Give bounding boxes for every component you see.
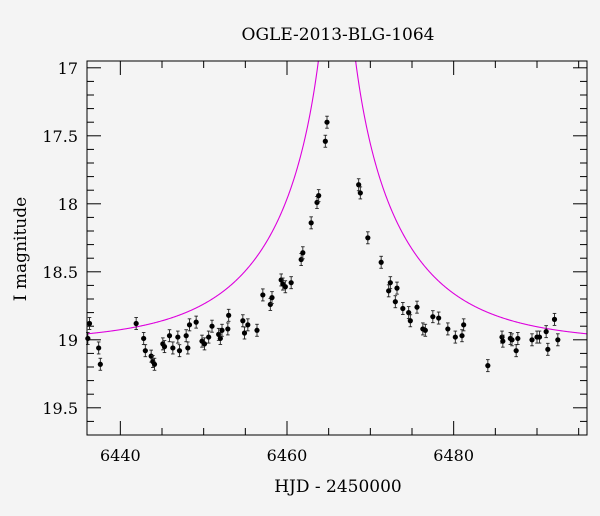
data-point [176, 344, 183, 358]
data-point [414, 300, 420, 314]
data-point [183, 329, 189, 343]
data-point [245, 318, 251, 332]
plot-frame [86, 60, 588, 436]
y-axis-ticks [87, 67, 587, 436]
data-point [185, 341, 191, 355]
data-point [186, 318, 193, 332]
data-point [175, 330, 181, 344]
data-point [209, 319, 215, 333]
y-axis-tick-labels: 17 17.5 18 18.5 19 19.5 [42, 59, 78, 418]
data-point [452, 330, 458, 344]
data-point [219, 323, 225, 337]
data-point [282, 280, 288, 294]
data-point [555, 333, 561, 347]
data-point [151, 357, 158, 371]
data-point [551, 312, 558, 326]
data-point [97, 357, 103, 371]
x-axis-tick-labels: 6440 6460 6480 [100, 446, 474, 465]
data-point [166, 329, 173, 343]
chart-title: OGLE-2013-BLG-1064 [242, 25, 435, 45]
x-axis-ticks [119, 61, 580, 435]
data-point [386, 284, 392, 298]
data-point [316, 189, 322, 203]
data-point [308, 216, 314, 230]
data-point [430, 310, 436, 324]
model-curve [87, 61, 587, 335]
data-point [199, 334, 205, 348]
data-point [536, 330, 543, 344]
data-point [515, 331, 521, 345]
data-point [254, 323, 260, 337]
data-point [356, 178, 362, 192]
data-point [529, 333, 535, 347]
data-point [445, 322, 451, 336]
data-point [461, 318, 467, 332]
data-point [513, 344, 519, 358]
model-curve-layer [87, 61, 587, 335]
x-axis-title: HJD - 2450000 [274, 477, 402, 497]
data-point [378, 255, 384, 269]
data-point [142, 344, 148, 358]
data-point [543, 325, 549, 339]
data-point [322, 134, 328, 148]
data-point [133, 317, 139, 330]
data-point [260, 288, 266, 302]
data-point [288, 276, 294, 290]
data-point [387, 276, 393, 290]
data-point [394, 281, 400, 295]
data-point [201, 337, 208, 351]
data-point [422, 323, 428, 337]
y-tick-label: 18 [58, 195, 78, 214]
y-tick-label: 17 [58, 59, 78, 78]
data-point [206, 330, 212, 344]
y-tick-label: 19 [58, 331, 78, 350]
data-point [225, 322, 231, 336]
data-point [240, 314, 246, 328]
data-point [226, 308, 232, 322]
data-point [170, 341, 176, 355]
data-point [324, 115, 330, 129]
data-point [392, 295, 398, 309]
data-point [269, 291, 275, 305]
data-point [509, 333, 515, 347]
data-point [545, 342, 551, 356]
x-tick-label: 6440 [100, 446, 141, 465]
data-point [193, 315, 199, 329]
data-point [280, 277, 286, 291]
data-points-layer [85, 115, 561, 373]
x-tick-label: 6460 [267, 446, 308, 465]
data-point [217, 331, 223, 345]
data-point [141, 331, 147, 345]
data-point [86, 317, 93, 330]
data-point [485, 359, 491, 373]
data-point [500, 334, 506, 348]
y-axis-title: I magnitude [11, 197, 31, 301]
x-tick-label: 6480 [433, 446, 474, 465]
y-tick-label: 17.5 [42, 127, 78, 146]
data-point [400, 302, 406, 315]
data-point [241, 326, 248, 340]
data-point [85, 331, 91, 345]
data-point [161, 340, 168, 354]
data-point [96, 341, 102, 355]
data-point [436, 311, 442, 325]
data-point [407, 314, 413, 328]
y-tick-label: 18.5 [42, 263, 78, 282]
data-point [365, 231, 371, 245]
data-point [357, 186, 363, 200]
data-point [459, 329, 465, 343]
y-tick-label: 19.5 [42, 399, 78, 418]
data-point [300, 246, 306, 260]
